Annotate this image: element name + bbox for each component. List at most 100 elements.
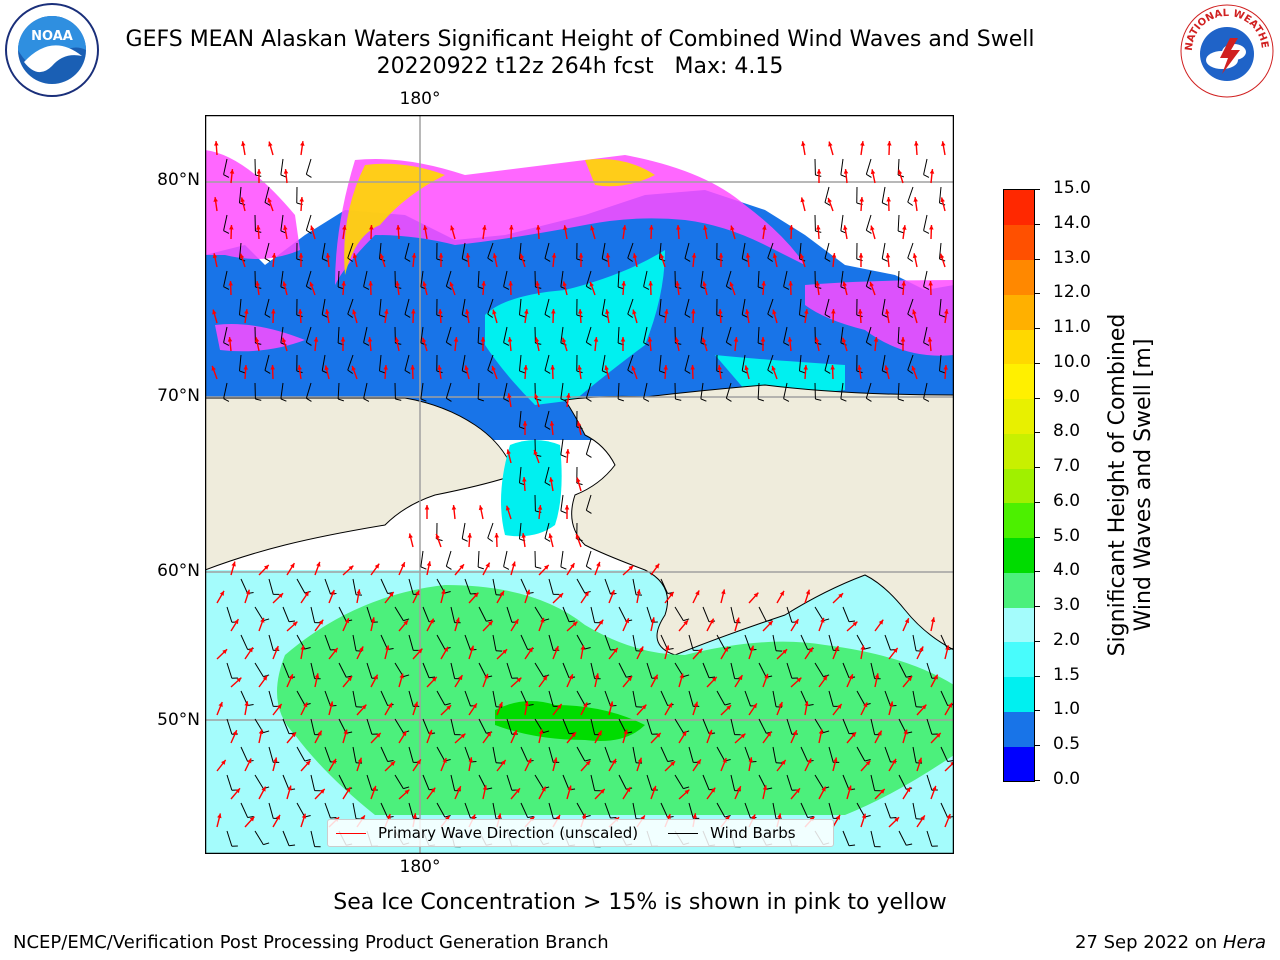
wind-barb-flag <box>429 676 436 679</box>
wave-direction-arrowhead <box>212 309 217 315</box>
noaa-logo: NOAA <box>4 2 100 98</box>
wind-barb <box>436 634 446 650</box>
colorbar-tick-label: 1.0 <box>1053 699 1081 720</box>
wave-direction-arrowhead <box>255 281 260 286</box>
wind-barb <box>240 578 249 594</box>
wind-barb <box>436 802 446 818</box>
wave-direction-arrowhead <box>402 731 407 737</box>
wind-barb <box>506 662 513 679</box>
sea-ice-yellow <box>344 163 445 275</box>
wind-barb <box>436 746 446 762</box>
wind-barb <box>786 606 793 623</box>
wind-barb <box>534 606 544 621</box>
wind-barb-flag <box>347 257 353 262</box>
wind-barb <box>897 382 900 400</box>
wind-barb-flag <box>503 286 510 290</box>
wind-barb <box>282 606 290 622</box>
wave-direction-arrowhead <box>446 705 452 711</box>
nws-logo: NATIONAL WEATHER SERVICE <box>1174 0 1276 100</box>
wind-barb-flag <box>586 341 592 346</box>
wind-barb <box>223 326 228 343</box>
wave-direction-arrowhead <box>384 309 389 314</box>
wave-direction-arrowhead <box>422 281 427 287</box>
wind-barb <box>741 298 746 315</box>
wave-direction-arrowhead <box>870 225 875 231</box>
wind-barb <box>305 214 312 231</box>
wave-direction-arrowhead <box>256 169 262 174</box>
wave-direction-arrowhead <box>221 759 226 765</box>
wind-barb <box>347 354 354 371</box>
wave-direction-arrowhead <box>623 729 628 735</box>
wind-barb <box>408 746 414 763</box>
wave-direction-arrowhead <box>684 789 690 795</box>
wind-barb <box>296 746 306 762</box>
wave-direction-arrowhead <box>214 141 219 146</box>
wave-direction-arrowhead <box>831 253 837 258</box>
colorbar-segment <box>1004 711 1034 747</box>
wind-barb <box>907 354 914 371</box>
wave-direction-arrowhead <box>346 787 351 793</box>
bering-strait <box>501 440 562 537</box>
wave-direction-arrowhead <box>859 197 864 202</box>
wind-barb <box>907 298 914 315</box>
wind-barb <box>223 382 228 399</box>
wind-barb <box>800 746 809 762</box>
wave-direction-arrowhead <box>502 649 508 655</box>
wind-barb-flag <box>436 314 443 318</box>
wind-barb <box>643 326 648 343</box>
wave-direction-arrowhead <box>565 449 570 454</box>
wave-direction-arrowhead <box>611 758 616 764</box>
colorbar-tick <box>1034 223 1040 225</box>
wind-barb <box>226 830 233 847</box>
wind-barb <box>223 270 228 287</box>
wind-barb-flag <box>866 285 872 290</box>
wave-direction-arrowhead <box>744 365 749 371</box>
wind-barb-flag <box>576 314 583 318</box>
wind-barb <box>828 802 834 819</box>
wind-barb <box>938 242 942 259</box>
wave-direction-arrowhead <box>858 253 864 258</box>
wind-barb <box>506 718 513 735</box>
wind-barb <box>923 214 928 231</box>
wind-barb <box>347 242 354 259</box>
wave-direction-arrowhead <box>386 814 391 820</box>
wave-direction-arrowhead <box>575 533 580 539</box>
wave-direction-arrowhead <box>816 225 821 230</box>
wind-barb-flag <box>866 173 872 178</box>
colorbar-tick-label: 1.5 <box>1053 664 1081 685</box>
wind-barb <box>585 494 592 511</box>
wave-direction-arrowhead <box>781 759 786 765</box>
wave-direction-arrowhead <box>514 619 519 625</box>
wind-barb-flag <box>223 398 230 402</box>
wind-barb <box>223 214 228 231</box>
wave-direction-arrowhead <box>766 731 772 737</box>
wave-direction-arrowhead <box>932 785 937 791</box>
wind-barb <box>758 718 767 734</box>
wind-barb <box>226 606 233 623</box>
footer-host: Hera <box>1222 932 1266 953</box>
wind-barb <box>632 746 637 763</box>
wave-direction-arrowhead <box>893 647 898 653</box>
wind-barb <box>264 242 270 259</box>
colorbar-segment <box>1004 433 1034 469</box>
wind-barb-flag <box>923 342 930 346</box>
wind-barb-flag <box>726 397 732 402</box>
wave-direction-arrowhead <box>843 225 848 230</box>
wind-barb-flag <box>487 369 493 374</box>
wave-direction-arrowhead <box>920 815 925 821</box>
wave-direction-arrowhead <box>835 814 840 820</box>
wind-barb <box>744 690 751 707</box>
wind-barb <box>604 578 611 595</box>
wave-direction-arrowhead <box>507 393 512 398</box>
wind-barb-flag <box>239 202 246 206</box>
wind-barb <box>464 578 471 595</box>
wind-barb <box>585 270 592 287</box>
wave-direction-arrowhead <box>426 561 432 567</box>
wind-barb-flag <box>897 230 904 234</box>
wave-direction-arrowhead <box>787 337 793 342</box>
wave-direction-arrowhead <box>449 281 454 287</box>
wave-direction-arrowhead <box>480 337 486 342</box>
wind-barb <box>618 718 627 734</box>
wind-barb-flag <box>627 369 633 374</box>
wind-barb <box>464 802 471 819</box>
